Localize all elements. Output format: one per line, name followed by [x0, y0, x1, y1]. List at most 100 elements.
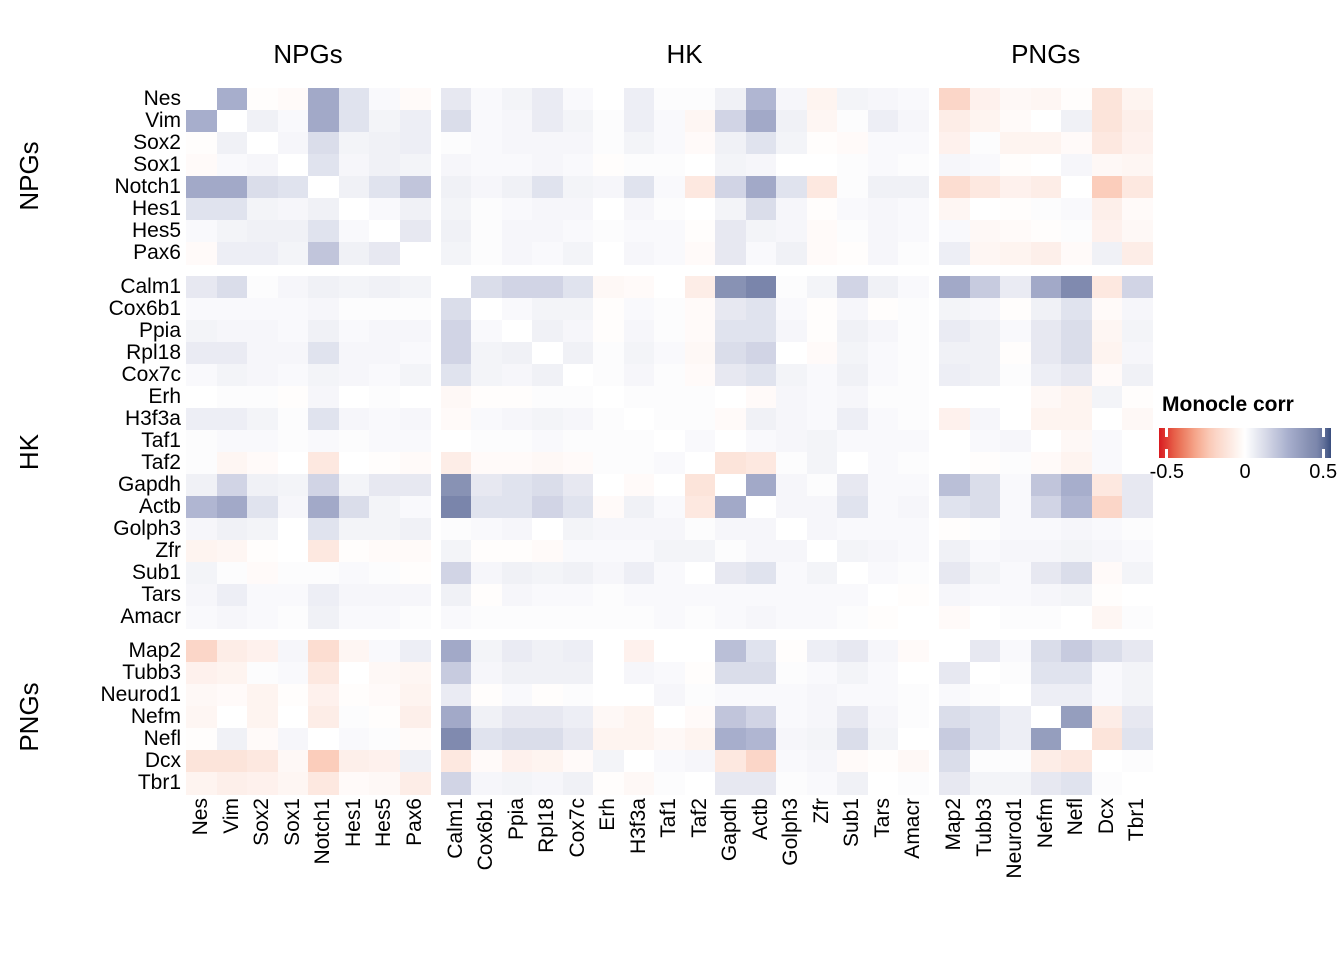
- heatmap-cell: [745, 640, 777, 663]
- heatmap-cell: [745, 298, 777, 321]
- heatmap-cell: [308, 606, 339, 629]
- heatmap-cell: [532, 276, 563, 299]
- heatmap-cell: [684, 562, 716, 585]
- heatmap-cell: [623, 298, 655, 321]
- legend-tick-mark: [1165, 449, 1169, 458]
- column-label: Taf1: [657, 798, 681, 838]
- heatmap-cell: [715, 386, 746, 409]
- heatmap-cell: [1091, 684, 1123, 707]
- heatmap-cell: [1122, 518, 1153, 541]
- heatmap-cell: [806, 606, 838, 629]
- heatmap-cell: [684, 430, 716, 453]
- row-label: Actb: [138, 495, 181, 518]
- heatmap-cell: [216, 562, 248, 585]
- heatmap-cell: [1061, 364, 1092, 387]
- heatmap-cell: [399, 176, 431, 199]
- heatmap-cell: [440, 298, 472, 321]
- heatmap-cell: [216, 430, 248, 453]
- heatmap-cell: [471, 518, 502, 541]
- heatmap-cell: [969, 342, 1001, 365]
- heatmap-cell: [277, 772, 309, 795]
- heatmap-cell: [593, 408, 624, 431]
- heatmap-cell: [745, 408, 777, 431]
- heatmap-cell: [837, 408, 868, 431]
- heatmap-cell: [440, 728, 472, 751]
- heatmap-cell: [186, 276, 217, 299]
- heatmap-cell: [898, 364, 929, 387]
- heatmap-cell: [338, 706, 370, 729]
- heatmap-cell: [247, 342, 278, 365]
- heatmap-cell: [867, 728, 899, 751]
- heatmap-cell: [1000, 154, 1031, 177]
- heatmap-cell: [867, 154, 899, 177]
- heatmap-cell: [1122, 298, 1153, 321]
- heatmap-cell: [969, 584, 1001, 607]
- heatmap-cell: [338, 562, 370, 585]
- heatmap-cell: [969, 640, 1001, 663]
- heatmap-cell: [247, 452, 278, 475]
- heatmap-cell: [654, 474, 685, 497]
- heatmap-cell: [654, 154, 685, 177]
- heatmap-cell: [1030, 88, 1062, 111]
- heatmap-cell: [684, 242, 716, 265]
- heatmap-cell: [247, 474, 278, 497]
- heatmap-cell: [684, 154, 716, 177]
- column-label: Tubb3: [972, 798, 996, 857]
- heatmap-cell: [684, 540, 716, 563]
- heatmap-cell: [1091, 176, 1123, 199]
- heatmap-cell: [1061, 242, 1092, 265]
- heatmap-cell: [745, 364, 777, 387]
- heatmap-cell: [247, 750, 278, 773]
- heatmap-cell: [277, 298, 309, 321]
- heatmap-cell: [186, 132, 217, 155]
- heatmap-cell: [654, 452, 685, 475]
- heatmap-cell: [623, 342, 655, 365]
- heatmap-cell: [684, 584, 716, 607]
- heatmap-cell: [939, 110, 970, 133]
- heatmap-cell: [939, 408, 970, 431]
- heatmap-cell: [969, 298, 1001, 321]
- heatmap-cell: [806, 242, 838, 265]
- heatmap-cell: [338, 684, 370, 707]
- heatmap-cell: [867, 452, 899, 475]
- row-label: Ppia: [138, 319, 181, 342]
- heatmap-cell: [654, 662, 685, 685]
- heatmap-cell: [1122, 154, 1153, 177]
- row-label: Erh: [148, 385, 181, 408]
- column-group-label: PNGs: [1011, 39, 1081, 69]
- heatmap-cell: [715, 474, 746, 497]
- heatmap-cell: [898, 584, 929, 607]
- heatmap-cell: [806, 772, 838, 795]
- heatmap-cell: [1122, 430, 1153, 453]
- heatmap-cell: [1030, 750, 1062, 773]
- heatmap-cell: [939, 606, 970, 629]
- heatmap-cell: [776, 518, 807, 541]
- heatmap-cell: [806, 662, 838, 685]
- heatmap-cell: [939, 430, 970, 453]
- heatmap-cell: [837, 562, 868, 585]
- heatmap-cell: [939, 584, 970, 607]
- heatmap-cell: [562, 606, 594, 629]
- heatmap-cell: [837, 386, 868, 409]
- heatmap-cell: [623, 176, 655, 199]
- heatmap-cell: [440, 342, 472, 365]
- heatmap-cell: [186, 242, 217, 265]
- heatmap-cell: [1091, 562, 1123, 585]
- heatmap-cell: [501, 430, 533, 453]
- heatmap-cell: [745, 728, 777, 751]
- heatmap-cell: [1000, 364, 1031, 387]
- column-label: Vim: [219, 798, 243, 834]
- heatmap-cell: [216, 540, 248, 563]
- heatmap-cell: [501, 518, 533, 541]
- heatmap-cell: [308, 132, 339, 155]
- heatmap-cell: [867, 408, 899, 431]
- row-label: Sox1: [133, 153, 181, 176]
- heatmap-cell: [898, 706, 929, 729]
- heatmap-cell: [593, 606, 624, 629]
- heatmap-cell: [532, 242, 563, 265]
- heatmap-cell: [715, 452, 746, 475]
- column-label: Tbr1: [1125, 798, 1149, 842]
- heatmap-cell: [898, 110, 929, 133]
- heatmap-cell: [471, 110, 502, 133]
- heatmap-cell: [1122, 606, 1153, 629]
